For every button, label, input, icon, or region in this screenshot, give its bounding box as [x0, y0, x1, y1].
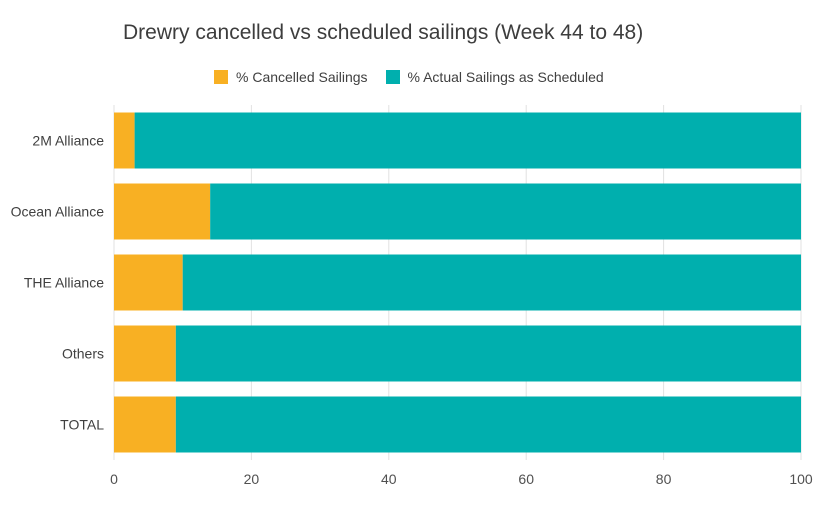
legend-item-scheduled[interactable]: % Actual Sailings as Scheduled: [385, 69, 604, 85]
x-tick-label-0: 0: [110, 471, 118, 487]
legend-item-cancelled[interactable]: % Cancelled Sailings: [214, 69, 368, 85]
x-axis-labels: 0 20 40 60 80 100: [110, 471, 813, 487]
bar-cancelled-2[interactable]: [114, 254, 183, 311]
legend-label-scheduled: % Actual Sailings as Scheduled: [407, 69, 604, 85]
bar-cancelled-3[interactable]: [114, 325, 176, 382]
bar-scheduled-2[interactable]: [182, 254, 801, 311]
legend-swatch-scheduled: [385, 70, 400, 84]
bar-cancelled-0[interactable]: [114, 112, 135, 169]
x-tick-label-4: 80: [656, 471, 672, 487]
x-tick-label-5: 100: [789, 471, 813, 487]
chart-legend: % Cancelled Sailings % Actual Sailings a…: [214, 69, 622, 85]
bars: [114, 112, 802, 453]
x-tick-label-1: 20: [244, 471, 260, 487]
y-tick-label-1: Ocean Alliance: [11, 204, 105, 220]
legend-swatch-cancelled: [214, 70, 228, 84]
y-tick-label-4: TOTAL: [60, 417, 104, 433]
bar-scheduled-0[interactable]: [134, 112, 802, 169]
y-tick-label-0: 2M Alliance: [32, 133, 104, 149]
chart-title: Drewry cancelled vs scheduled sailings (…: [123, 21, 644, 44]
bar-cancelled-1[interactable]: [114, 183, 211, 240]
y-axis-labels: 2M Alliance Ocean Alliance THE Alliance Oth…: [11, 133, 105, 433]
y-tick-label-3: Others: [62, 346, 104, 362]
bar-cancelled-4[interactable]: [114, 396, 176, 453]
bar-scheduled-1[interactable]: [210, 183, 801, 240]
legend-label-cancelled: % Cancelled Sailings: [236, 69, 368, 85]
x-tick-label-3: 60: [518, 471, 534, 487]
y-tick-label-2: THE Alliance: [24, 275, 104, 291]
x-tick-label-2: 40: [381, 471, 397, 487]
bar-scheduled-4[interactable]: [175, 396, 801, 453]
bar-scheduled-3[interactable]: [175, 325, 801, 382]
